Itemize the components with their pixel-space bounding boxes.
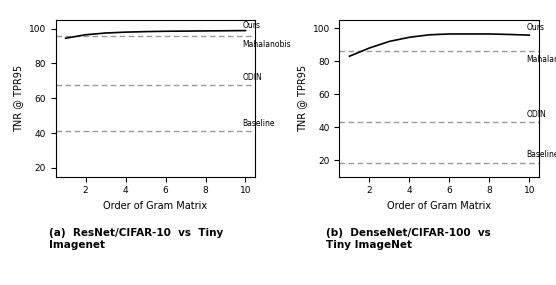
Text: ODIN: ODIN xyxy=(527,110,546,119)
X-axis label: Order of Gram Matrix: Order of Gram Matrix xyxy=(103,201,207,211)
Text: Baseline: Baseline xyxy=(527,150,556,159)
Text: Baseline: Baseline xyxy=(242,119,275,128)
Text: (a)  ResNet/CIFAR-10  vs  Tiny
Imagenet: (a) ResNet/CIFAR-10 vs Tiny Imagenet xyxy=(49,228,224,250)
Text: Ours: Ours xyxy=(527,23,544,32)
Text: Mahalanobis: Mahalanobis xyxy=(242,40,291,49)
Y-axis label: TNR @ TPR95: TNR @ TPR95 xyxy=(13,65,23,132)
Text: Mahalanobis: Mahalanobis xyxy=(527,55,556,64)
X-axis label: Order of Gram Matrix: Order of Gram Matrix xyxy=(388,201,492,211)
Y-axis label: TNR @ TPR95: TNR @ TPR95 xyxy=(297,65,307,132)
Text: (b)  DenseNet/CIFAR-100  vs
Tiny ImageNet: (b) DenseNet/CIFAR-100 vs Tiny ImageNet xyxy=(326,228,491,250)
Text: ODIN: ODIN xyxy=(242,73,262,82)
Text: Ours: Ours xyxy=(242,21,261,30)
